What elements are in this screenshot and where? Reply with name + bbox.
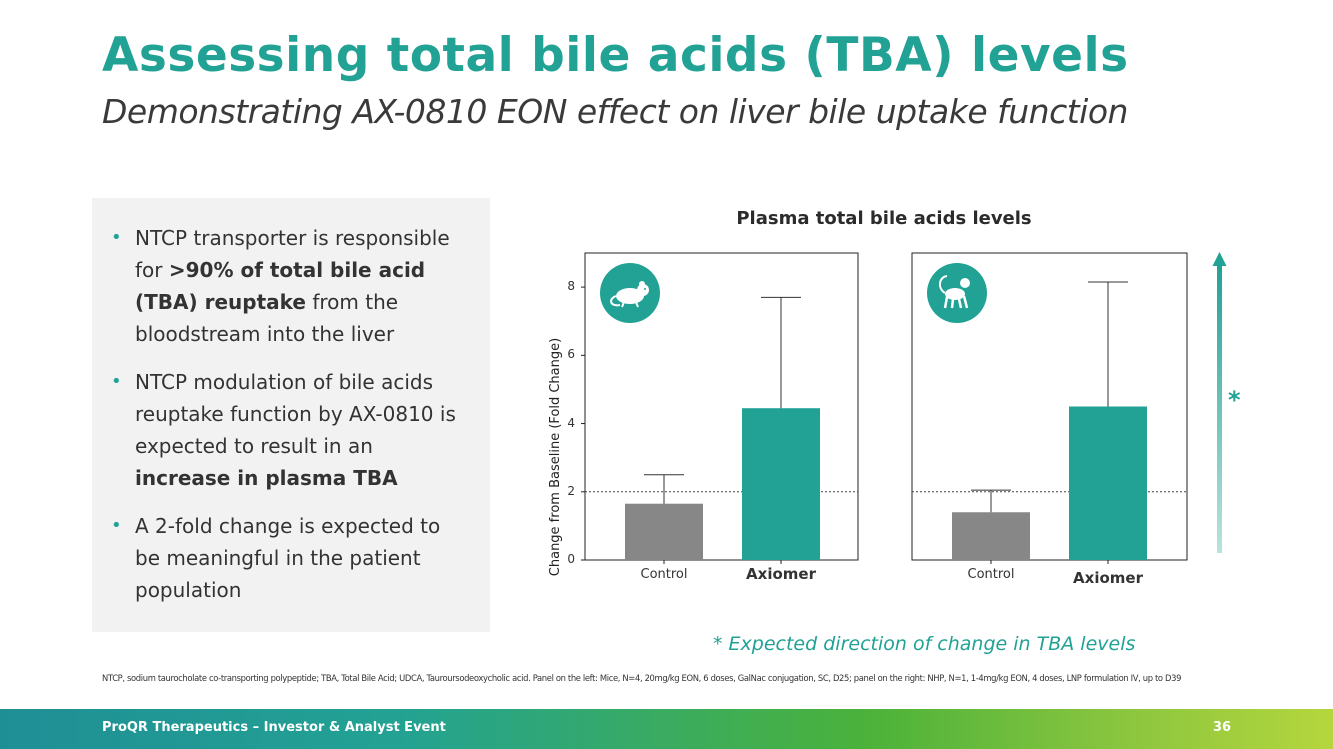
y-tick-label: 4 bbox=[567, 415, 575, 430]
x-tick-label: Axiomer bbox=[746, 565, 816, 583]
bullet-text: A 2-fold change is expected to be meanin… bbox=[135, 514, 441, 602]
bullet-text: NTCP transporter is responsible for bbox=[135, 226, 450, 282]
chart-area: Plasma total bile acids levels Change fr… bbox=[520, 200, 1300, 600]
x-tick-label: Axiomer bbox=[1073, 569, 1143, 587]
bullet-text: NTCP modulation of bile acids reuptake f… bbox=[135, 370, 456, 458]
x-tick-label: Control bbox=[967, 567, 1015, 582]
monkey-icon bbox=[927, 263, 987, 323]
direction-annotation: * Expected direction of change in TBA le… bbox=[713, 633, 1136, 655]
bullet-panel: • NTCP transporter is responsible for >90… bbox=[92, 198, 490, 632]
chart-svg bbox=[581, 252, 1227, 564]
bullet-item: • A 2-fold change is expected to be meani… bbox=[111, 510, 470, 606]
y-tick-label: 8 bbox=[567, 279, 575, 294]
y-tick-label: 6 bbox=[567, 347, 575, 362]
direction-marker: * bbox=[1228, 386, 1241, 414]
mouse-icon bbox=[600, 263, 660, 323]
bullet-dot: • bbox=[111, 227, 122, 248]
chart-title: Plasma total bile acids levels bbox=[736, 208, 1032, 229]
bullet-text: from the bloodstream into the liver bbox=[135, 290, 399, 346]
panel-frame bbox=[911, 252, 1188, 561]
direction-arrow-shaft bbox=[1217, 266, 1222, 553]
page-title: Assessing total bile acids (TBA) levels bbox=[102, 28, 1129, 83]
bullet-item: • NTCP transporter is responsible for >90… bbox=[111, 222, 470, 350]
footer-bar: ProQR Therapeutics – Investor & Analyst … bbox=[0, 709, 1333, 749]
footnote: NTCP, sodium taurocholate co-transportin… bbox=[102, 673, 1182, 683]
bullet-dot: • bbox=[111, 371, 122, 392]
y-tick-label: 0 bbox=[567, 552, 575, 566]
x-tick-label: Control bbox=[640, 567, 688, 582]
bullet-bold-text: increase in plasma TBA bbox=[135, 466, 398, 490]
page-number: 36 bbox=[1213, 720, 1232, 735]
bar bbox=[742, 408, 820, 560]
bar bbox=[952, 512, 1030, 560]
bullet-dot: • bbox=[111, 515, 122, 536]
footer-company: ProQR Therapeutics – Investor & Analyst … bbox=[102, 720, 446, 735]
panel-frame bbox=[584, 252, 859, 561]
page-subtitle: Demonstrating AX-0810 EON effect on live… bbox=[102, 92, 1128, 131]
bar bbox=[625, 503, 703, 560]
bar bbox=[1069, 406, 1147, 560]
bullet-bold-text: >90% of total bile acid (TBA) reuptake bbox=[135, 258, 426, 314]
y-tick-label: 2 bbox=[567, 483, 575, 498]
bullet-item: • NTCP modulation of bile acids reuptake … bbox=[111, 366, 470, 494]
bullet-list: • NTCP transporter is responsible for >90… bbox=[92, 198, 490, 606]
direction-arrow-head bbox=[1212, 252, 1227, 266]
